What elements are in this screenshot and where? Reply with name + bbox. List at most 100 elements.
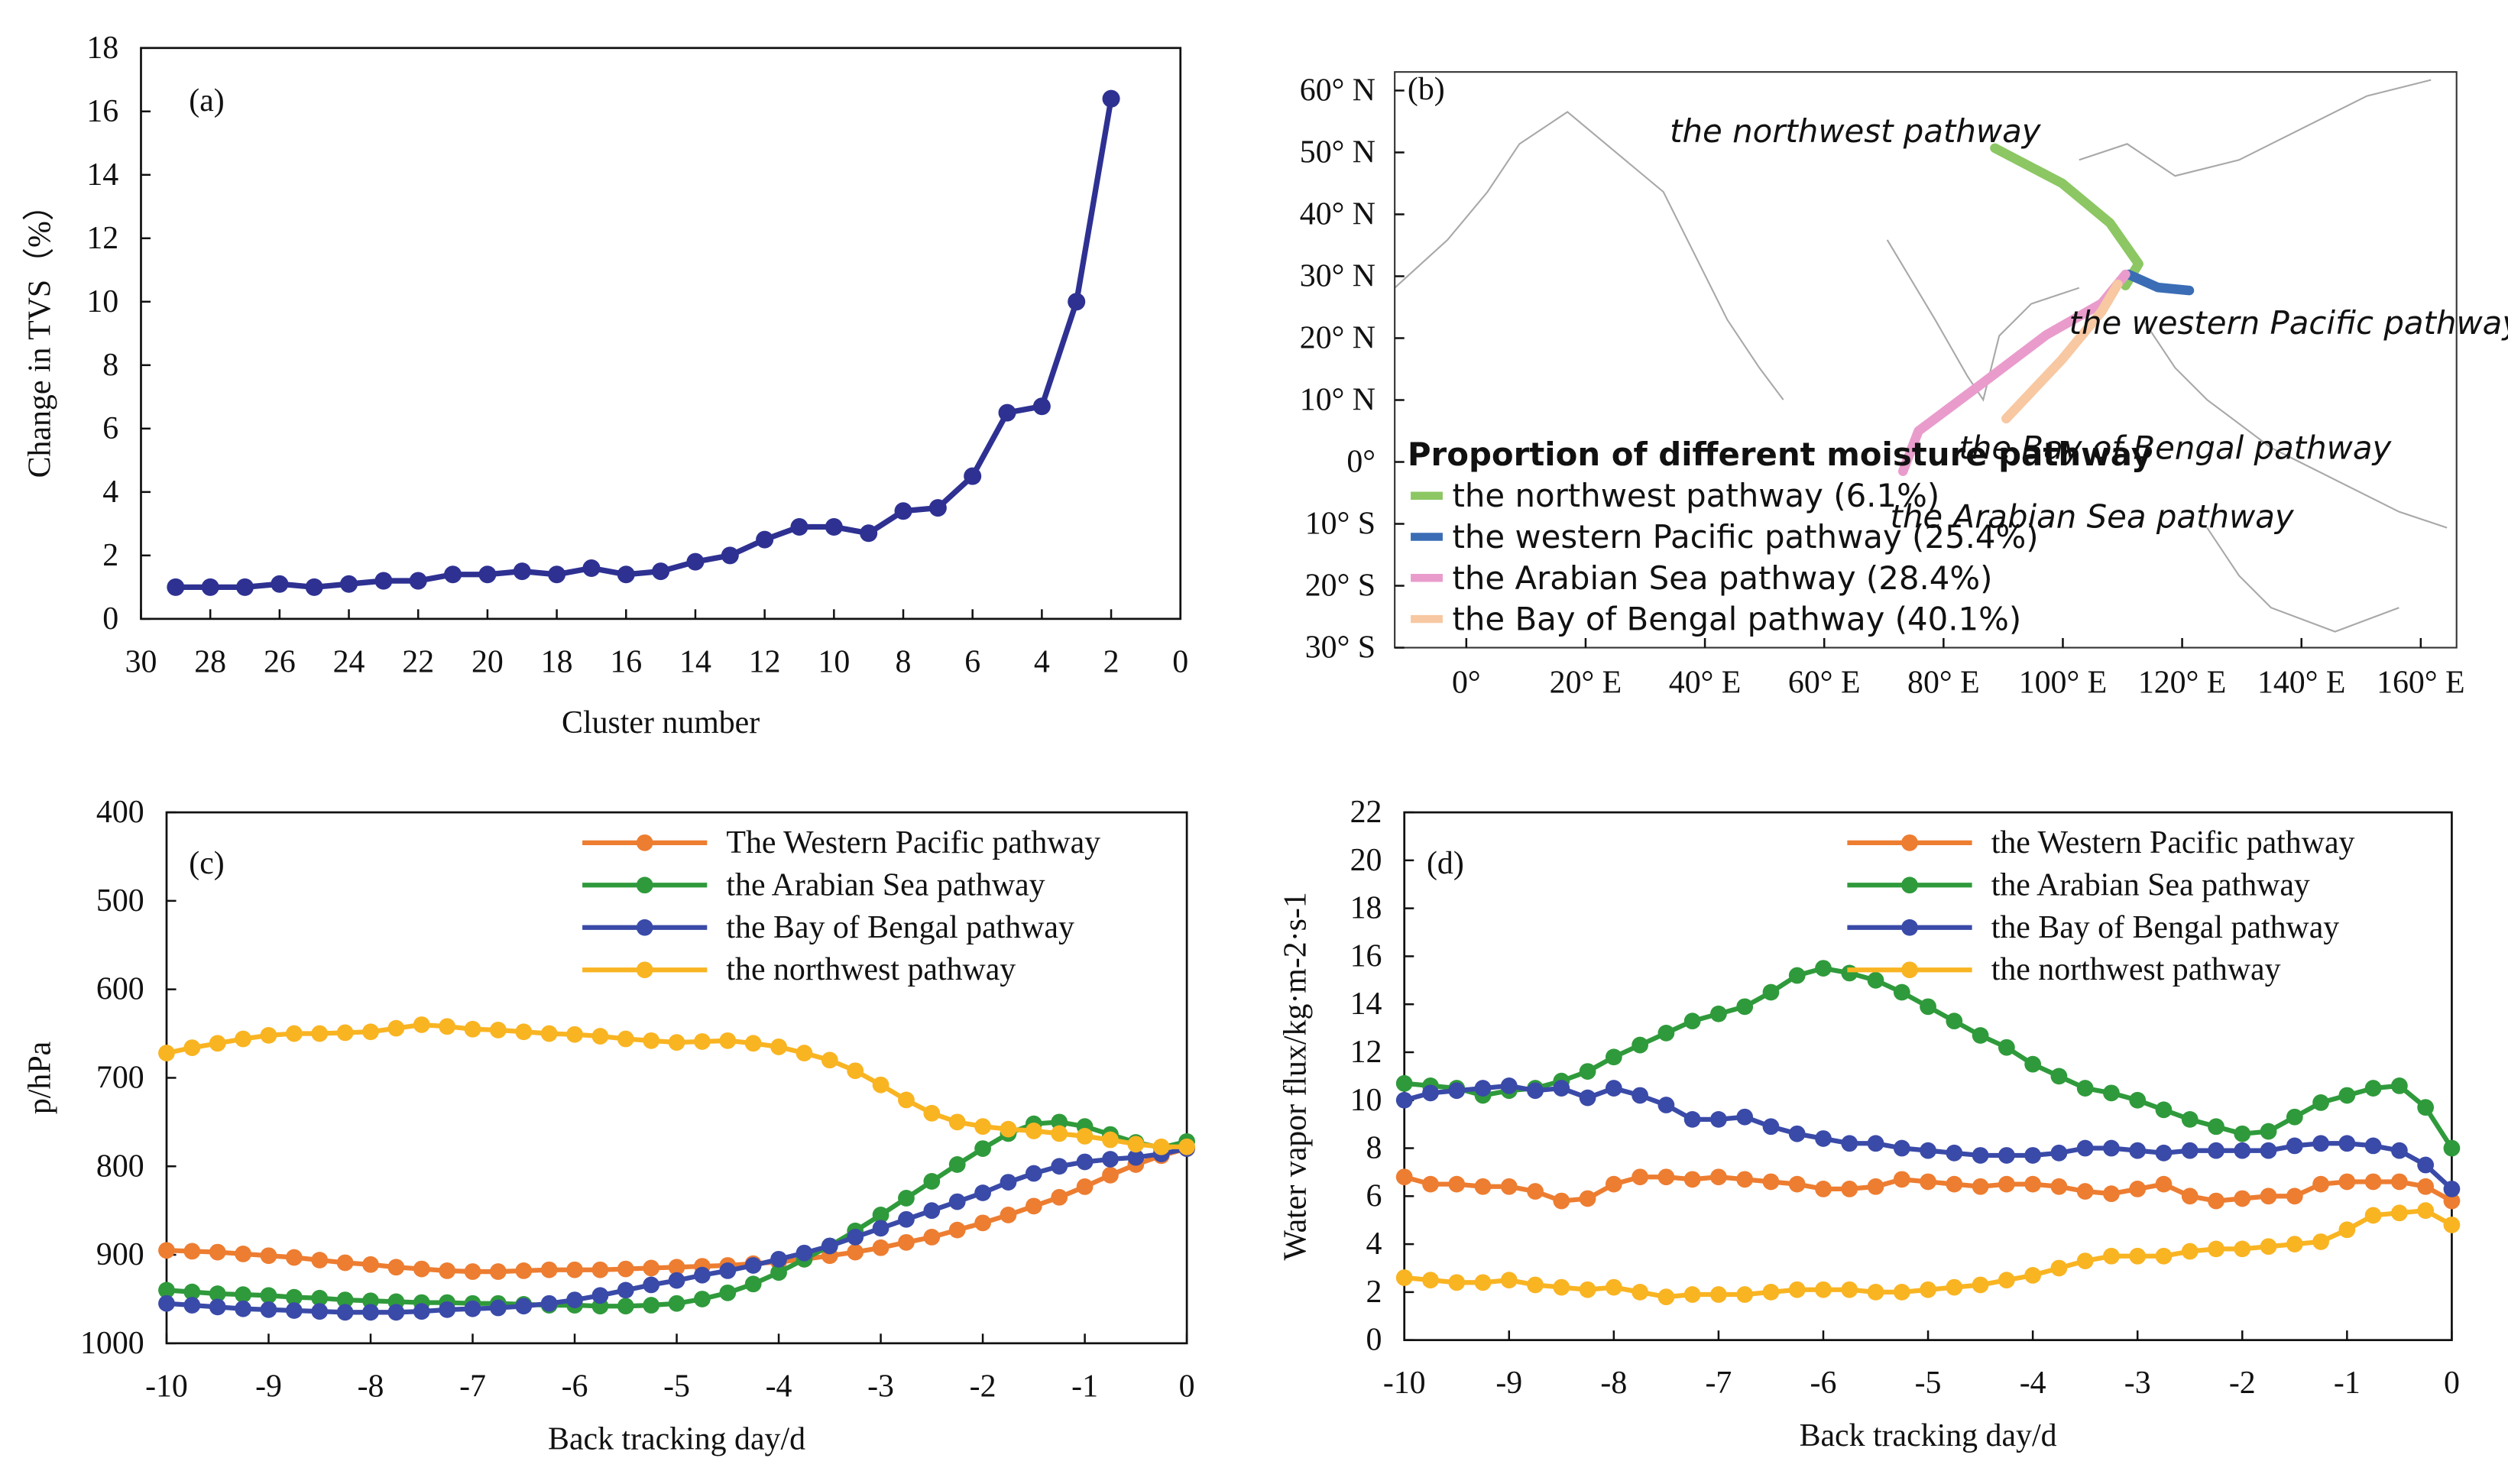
- data-point: [183, 1243, 201, 1260]
- x-tick-label: 4: [1034, 644, 1050, 679]
- data-point: [1076, 1178, 1094, 1195]
- data-point: [183, 1297, 201, 1314]
- data-point: [948, 1156, 966, 1173]
- data-point: [1762, 1283, 1780, 1301]
- data-point: [1920, 998, 1936, 1016]
- y-tick-label: 6: [102, 411, 118, 446]
- data-point: [158, 1294, 175, 1312]
- data-point: [770, 1250, 787, 1268]
- data-point: [336, 1291, 354, 1308]
- data-point: [2129, 1181, 2147, 1197]
- legend-label: the Bay of Bengal pathway: [726, 910, 1074, 945]
- x-tick-label: 60° E: [1788, 666, 1861, 701]
- data-point: [1946, 1278, 1963, 1296]
- data-point: [235, 1300, 251, 1317]
- data-point: [1710, 1286, 1727, 1303]
- data-point: [444, 565, 462, 584]
- legend-label: the northwest pathway: [1991, 952, 2281, 987]
- legend-marker: [1901, 919, 1918, 936]
- data-point: [2417, 1099, 2435, 1116]
- data-point: [1946, 1013, 1963, 1030]
- legend-marker: [636, 834, 653, 851]
- data-point: [336, 1024, 354, 1042]
- data-point: [770, 1038, 787, 1055]
- data-point: [643, 1297, 660, 1314]
- data-point: [285, 1302, 303, 1319]
- data-point: [2286, 1137, 2303, 1155]
- x-tick-label: 28: [194, 644, 226, 679]
- data-point: [566, 1291, 583, 1308]
- data-point: [478, 565, 497, 584]
- data-point: [2312, 1135, 2329, 1152]
- data-point: [1657, 1024, 1675, 1042]
- data-point: [2103, 1185, 2120, 1203]
- x-tick-label: -2: [970, 1369, 996, 1404]
- x-axis-label: Back tracking day/d: [548, 1421, 805, 1456]
- data-point: [235, 1246, 251, 1262]
- data-point: [1920, 1142, 1936, 1159]
- data-point: [439, 1018, 456, 1035]
- x-tick-label: 16: [610, 644, 642, 679]
- x-tick-label: 12: [749, 644, 781, 679]
- data-point: [2338, 1087, 2356, 1104]
- data-point: [860, 524, 878, 543]
- data-point: [1051, 1113, 1068, 1131]
- data-point: [285, 1249, 303, 1266]
- data-point: [872, 1076, 889, 1094]
- y-tick-label: 4: [102, 475, 118, 510]
- data-point: [2417, 1178, 2435, 1195]
- panel-label: (b): [1408, 72, 1445, 107]
- data-point: [2076, 1080, 2094, 1097]
- data-point: [209, 1243, 226, 1261]
- x-tick-label: 10: [818, 644, 850, 679]
- data-point: [1657, 1288, 1675, 1306]
- annotation: the Bay of Bengal pathway: [1959, 429, 2392, 466]
- panel-label: (a): [189, 83, 224, 118]
- data-point: [490, 1299, 507, 1317]
- x-tick-label: 100° E: [2019, 666, 2108, 701]
- y-tick-label: 900: [96, 1237, 144, 1272]
- data-point: [1972, 1147, 1989, 1164]
- data-point: [1736, 1108, 1754, 1126]
- data-point: [2024, 1147, 2042, 1164]
- legend-marker: [636, 919, 653, 936]
- data-point: [1631, 1168, 1649, 1186]
- data-point: [2390, 1077, 2408, 1094]
- data-point: [1474, 1274, 1492, 1291]
- data-point: [2155, 1175, 2173, 1193]
- x-tick-label: 160° E: [2377, 666, 2465, 701]
- data-point: [285, 1025, 303, 1042]
- data-point: [2286, 1236, 2303, 1252]
- data-point: [387, 1259, 405, 1276]
- x-tick-label: 140° E: [2257, 666, 2346, 701]
- data-point: [2338, 1135, 2356, 1152]
- data-point: [974, 1140, 991, 1157]
- data-point: [847, 1229, 864, 1246]
- data-point: [1127, 1149, 1145, 1166]
- data-point: [1068, 293, 1086, 311]
- data-point: [1527, 1183, 1544, 1200]
- data-point: [1736, 1171, 1754, 1188]
- y-tick-label: 6: [1366, 1178, 1382, 1213]
- data-point: [158, 1281, 175, 1299]
- data-point: [340, 575, 358, 593]
- data-point: [362, 1023, 379, 1041]
- y-tick-label: 8: [1366, 1131, 1382, 1166]
- data-point: [2208, 1118, 2224, 1136]
- data-point: [2234, 1190, 2251, 1207]
- data-point: [1788, 1175, 1806, 1193]
- data-point: [2364, 1137, 2382, 1155]
- data-point: [2076, 1183, 2094, 1200]
- data-point: [928, 499, 947, 517]
- data-point: [236, 578, 254, 596]
- data-point: [1815, 960, 1832, 977]
- y-tick-label: 22: [1350, 795, 1382, 830]
- data-point: [201, 578, 219, 596]
- data-point: [362, 1292, 379, 1310]
- data-point: [668, 1034, 685, 1051]
- plot-frame: [140, 47, 1182, 620]
- x-tick-label: 0: [1179, 1369, 1195, 1404]
- data-point: [1762, 1173, 1780, 1191]
- x-tick-label: -5: [1915, 1366, 1942, 1401]
- data-point: [1762, 1118, 1780, 1136]
